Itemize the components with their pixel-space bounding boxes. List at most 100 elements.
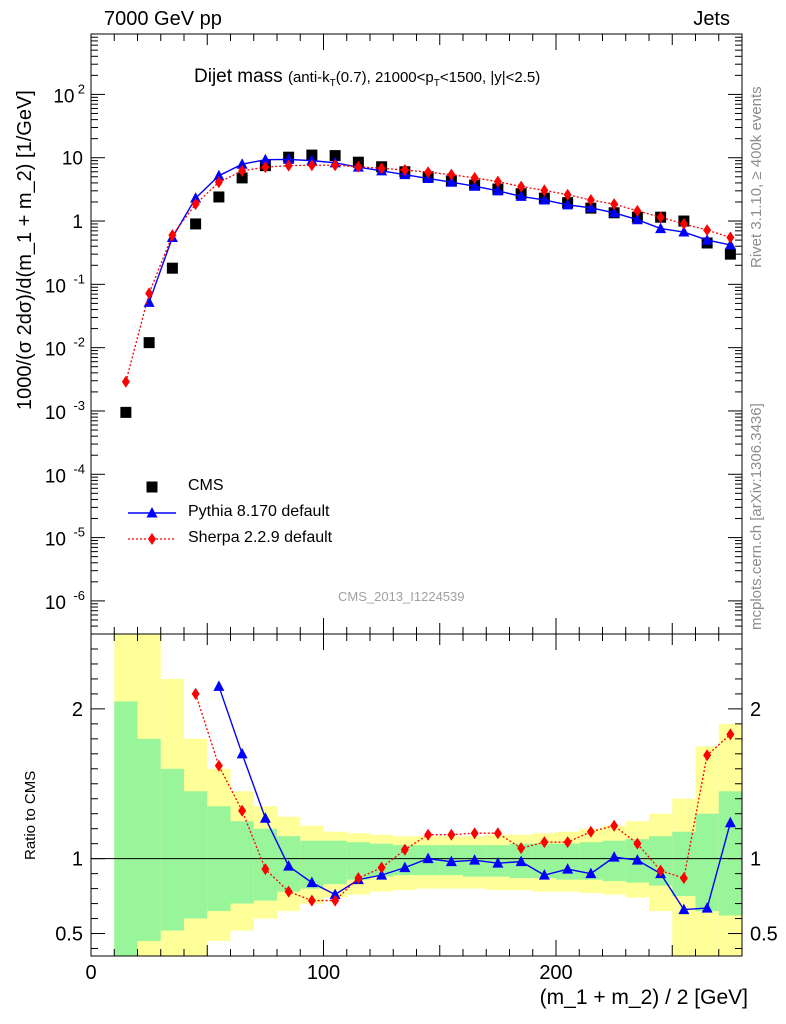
ratio-point xyxy=(562,863,574,874)
svg-text:10: 10 xyxy=(45,530,66,551)
band-inner-bin xyxy=(184,791,208,919)
data-point xyxy=(447,168,456,181)
series-main-diamond xyxy=(121,159,735,388)
ratio-point xyxy=(586,825,595,838)
data-point xyxy=(236,158,248,169)
y-tick-label-ratio: 1 xyxy=(72,849,83,871)
data-point xyxy=(517,180,526,193)
ratio-point xyxy=(517,842,526,855)
svg-text:10: 10 xyxy=(45,403,66,424)
svg-text:-6: -6 xyxy=(73,588,85,603)
ratio-point xyxy=(284,885,293,898)
y-tick-label-ratio: 0.5 xyxy=(55,924,83,946)
legend-label-cms: CMS xyxy=(188,477,224,494)
y-tick-label-main: 10 -1 xyxy=(45,271,85,297)
data-point xyxy=(236,172,248,184)
plot-title: Dijet mass (anti-kT(0.7), 21000<pT<1500,… xyxy=(194,66,540,89)
data-point xyxy=(701,234,713,245)
data-point xyxy=(259,153,271,165)
band-inner-bin xyxy=(323,840,347,885)
ratio-point xyxy=(307,894,316,907)
data-point xyxy=(678,226,690,237)
analysis-watermark: CMS_2013_I1224539 xyxy=(338,589,465,604)
ratio-point xyxy=(261,863,270,876)
ratio-point xyxy=(724,816,736,828)
data-point xyxy=(493,175,502,188)
ratio-point xyxy=(400,843,409,856)
ratio-point xyxy=(631,854,643,865)
data-point xyxy=(166,262,178,274)
data-point xyxy=(238,164,247,177)
ratio-point xyxy=(515,855,527,867)
data-point xyxy=(307,159,316,172)
ratio-point xyxy=(445,855,457,867)
data-point xyxy=(586,193,595,206)
title-cuts: (anti-kT(0.7), 21000<pT<1500, |y|<2.5) xyxy=(287,69,541,89)
data-point xyxy=(120,406,132,418)
ratio-point xyxy=(703,749,712,762)
data-point xyxy=(492,184,504,196)
legend-marker-sherpa xyxy=(148,533,156,545)
data-point xyxy=(214,176,223,189)
title-main: Dijet mass xyxy=(194,66,283,87)
band-inner-bin xyxy=(556,843,580,880)
band-inner-bin xyxy=(230,821,254,904)
svg-text:-2: -2 xyxy=(73,335,85,350)
y-tick-label-main: 10 -4 xyxy=(45,461,85,487)
svg-text:10: 10 xyxy=(45,276,66,297)
legend-marker-cms xyxy=(146,481,158,493)
series-ratio-diamond xyxy=(191,687,735,907)
data-point xyxy=(121,375,130,388)
y-tick-label-ratio-right: 0.5 xyxy=(750,924,778,946)
data-point xyxy=(354,160,363,173)
band-inner-bin xyxy=(160,768,184,931)
ratio-point xyxy=(236,747,248,759)
ratio-point xyxy=(424,828,433,841)
ratio-point xyxy=(656,864,665,877)
data-point xyxy=(703,224,712,237)
data-point xyxy=(143,337,155,349)
header-energy: 7000 GeV pp xyxy=(104,8,222,30)
x-tick-label: 0 xyxy=(85,962,96,984)
legend-label-pythia: Pythia 8.170 default xyxy=(188,503,330,520)
ratio-point xyxy=(563,836,572,849)
y-tick-label-ratio: 2 xyxy=(72,699,83,721)
data-point xyxy=(679,217,688,230)
data-point xyxy=(145,287,154,300)
svg-text:-3: -3 xyxy=(73,398,85,413)
mcplots-label: mcplots.cern.ch [arXiv:1306.3436] xyxy=(748,403,765,630)
band-inner-bin xyxy=(532,843,556,879)
data-point xyxy=(562,198,574,210)
legend-marker-pythia xyxy=(146,507,158,518)
data-point xyxy=(377,162,386,175)
ratio-point xyxy=(306,876,318,888)
data-point xyxy=(608,206,620,218)
ratio-point xyxy=(331,894,340,907)
data-point xyxy=(655,222,667,234)
data-point xyxy=(656,211,665,224)
data-point xyxy=(540,184,549,197)
ratio-point xyxy=(633,837,642,850)
band-inner-bin xyxy=(672,831,696,897)
x-tick-label: 100 xyxy=(307,962,340,984)
band-inner-bin xyxy=(346,842,370,880)
svg-text:1: 1 xyxy=(72,212,83,233)
svg-text:2: 2 xyxy=(78,81,85,96)
ratio-point xyxy=(469,854,481,865)
legend xyxy=(128,481,176,545)
series-main-square xyxy=(120,149,736,418)
ratio-point xyxy=(354,872,363,885)
data-point xyxy=(724,238,736,250)
ratio-point xyxy=(191,687,200,700)
svg-text:10: 10 xyxy=(62,149,83,170)
y-tick-label-main: 10 -3 xyxy=(45,398,85,424)
y-tick-label-main: 10 -6 xyxy=(45,588,85,614)
data-point xyxy=(283,153,295,164)
header-category: Jets xyxy=(693,8,730,30)
data-point xyxy=(469,180,481,191)
band-inner-bin xyxy=(393,845,417,876)
ratio-point xyxy=(214,759,223,772)
svg-text:10: 10 xyxy=(53,86,74,107)
data-point xyxy=(168,229,177,242)
